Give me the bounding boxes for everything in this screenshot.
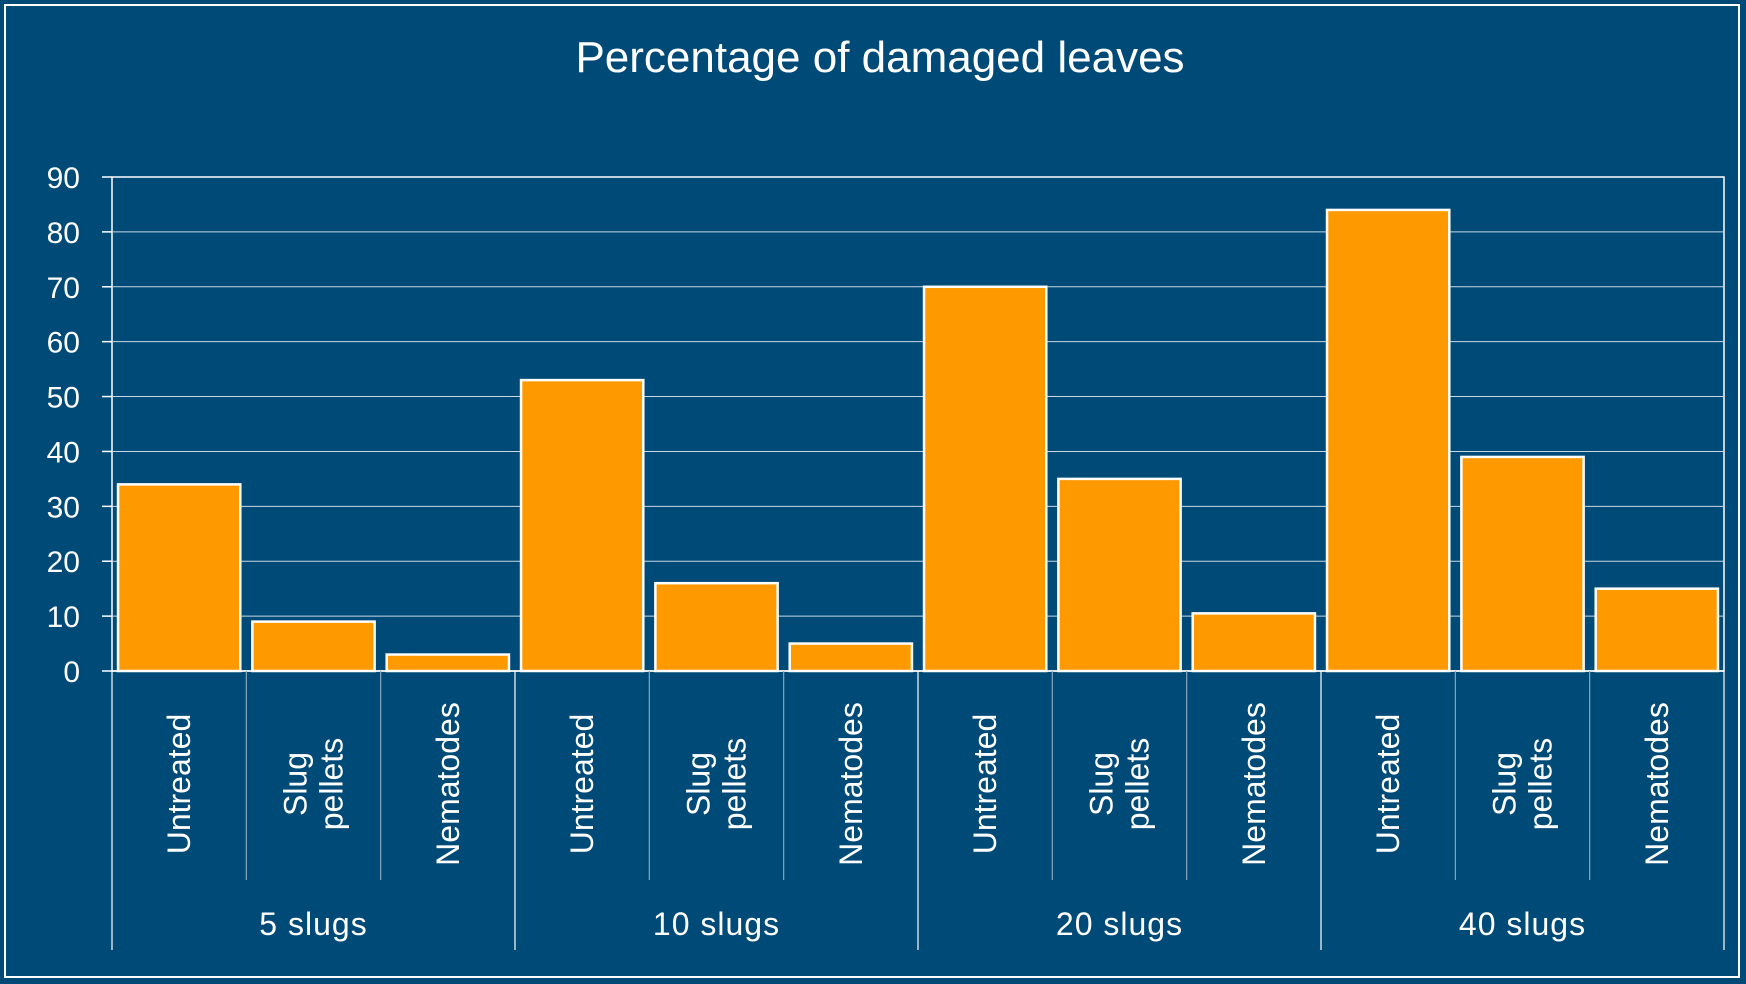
bar: [1594, 587, 1720, 673]
category-label: Slug pellets: [1084, 738, 1156, 831]
y-tick-label: 20: [47, 546, 80, 579]
bar: [1460, 455, 1585, 673]
category-label-line: Untreated: [161, 714, 197, 855]
category-label-line: Untreated: [1370, 714, 1406, 855]
bar: [788, 642, 914, 673]
category-label-line: Nematodes: [1639, 702, 1675, 866]
category-label-line: pellets: [1120, 738, 1156, 831]
chart-title: Percentage of damaged leaves: [575, 33, 1184, 82]
y-tick-label: 60: [47, 327, 80, 360]
category-label: Nematodes: [1236, 702, 1272, 866]
bar: [922, 285, 1048, 673]
category-label: Nematodes: [833, 702, 869, 866]
category-label-line: Nematodes: [833, 702, 869, 866]
category-label-line: Slug: [278, 752, 314, 816]
bars: [116, 208, 1720, 673]
bar: [519, 378, 645, 673]
y-tick-label: 50: [47, 382, 80, 415]
category-label: Untreated: [161, 714, 197, 855]
y-tick-label: 30: [47, 491, 80, 524]
y-tick-label: 10: [47, 601, 80, 634]
category-label: Nematodes: [1639, 702, 1675, 866]
category-label-line: Untreated: [564, 714, 600, 855]
category-label: Slug pellets: [1487, 738, 1559, 831]
y-tick-label: 90: [47, 162, 80, 195]
category-label-line: pellets: [1523, 738, 1559, 831]
category-label: Untreated: [564, 714, 600, 855]
category-label: Slug pellets: [681, 738, 753, 831]
category-label-line: Nematodes: [430, 702, 466, 866]
category-label-line: Slug: [1487, 752, 1523, 816]
category-label-line: Nematodes: [1236, 702, 1272, 866]
bar: [1057, 477, 1182, 673]
category-label-line: Slug: [681, 752, 717, 816]
category-label: Untreated: [967, 714, 1003, 855]
category-label: Untreated: [1370, 714, 1406, 855]
chart-frame: [4, 4, 1740, 978]
bar: [1325, 208, 1451, 673]
group-label: 20 slugs: [1056, 906, 1183, 942]
bar: [251, 620, 376, 673]
category-label-line: pellets: [717, 738, 753, 831]
y-tick-label: 80: [47, 217, 80, 250]
bar: [654, 581, 779, 673]
bar: [116, 483, 242, 673]
group-label: 40 slugs: [1459, 906, 1586, 942]
bar: [1191, 612, 1317, 673]
group-label: 10 slugs: [653, 906, 780, 942]
category-label-line: Slug: [1084, 752, 1120, 816]
axes: [102, 176, 1725, 950]
category-label: Nematodes: [430, 702, 466, 866]
bar: [385, 653, 511, 673]
group-label: 5 slugs: [259, 906, 367, 942]
category-label-line: Untreated: [967, 714, 1003, 855]
y-tick-label: 40: [47, 436, 80, 469]
y-tick-label: 70: [47, 272, 80, 305]
category-label: Slug pellets: [278, 738, 350, 831]
category-label-line: pellets: [314, 738, 350, 831]
y-tick-label: 0: [63, 656, 80, 689]
